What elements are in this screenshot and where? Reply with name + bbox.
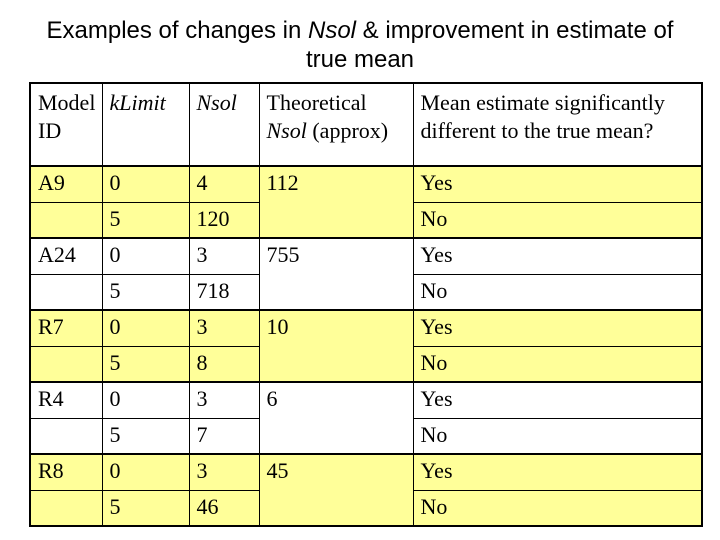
- cell-nsol: 8: [188, 345, 260, 383]
- cell-k-limit: 5: [101, 201, 190, 239]
- cell-k-limit: 5: [101, 417, 190, 455]
- cell-answer: Yes: [412, 165, 703, 203]
- cell-nsol: 3: [188, 381, 260, 419]
- cell-theoretical-nsol: 112: [258, 165, 414, 239]
- cell-k-limit: 0: [101, 309, 190, 347]
- title-text-italic-nsol: Nsol: [308, 17, 357, 44]
- cell-model-id: R8: [29, 453, 103, 491]
- cell-theoretical-nsol: 10: [258, 309, 414, 383]
- slide-title: Examples of changes in Nsol & improvemen…: [0, 16, 720, 74]
- cell-answer: No: [412, 273, 703, 311]
- cell-k-limit: 0: [101, 381, 190, 419]
- cell-nsol: 718: [188, 273, 260, 311]
- cell-nsol: 120: [188, 201, 260, 239]
- cell-theoretical-nsol: 6: [258, 381, 414, 455]
- results-table: Model ID kLimit Nsol Theoretical Nsol (a…: [29, 82, 703, 527]
- header-nsol: Nsol: [188, 82, 260, 167]
- title-text-suffix: & improvement in estimate of: [356, 17, 674, 44]
- table-row: R4 0 3 6 Yes: [29, 381, 703, 455]
- cell-nsol: 4: [188, 165, 260, 203]
- table-row: 5 718 No: [29, 273, 703, 311]
- table-row: 5 120 No: [29, 201, 703, 239]
- cell-model-id: A24: [29, 237, 103, 275]
- cell-k-limit: 5: [101, 489, 190, 527]
- header-theoretical-nsol: Theoretical Nsol (approx): [258, 82, 414, 167]
- cell-answer: Yes: [412, 381, 703, 419]
- cell-answer: No: [412, 345, 703, 383]
- cell-answer: No: [412, 489, 703, 527]
- cell-answer: Yes: [412, 237, 703, 275]
- cell-answer: No: [412, 417, 703, 455]
- table-header-row: Model ID kLimit Nsol Theoretical Nsol (a…: [29, 82, 703, 167]
- cell-nsol: 3: [188, 309, 260, 347]
- cell-model-id-empty: [29, 345, 103, 383]
- header-model-id: Model ID: [29, 82, 103, 167]
- slide-title-line1: Examples of changes in Nsol & improvemen…: [0, 16, 720, 45]
- cell-model-id-empty: [29, 201, 103, 239]
- cell-theoretical-nsol: 45: [258, 453, 414, 527]
- table-row: 5 46 No: [29, 489, 703, 527]
- title-text-prefix: Examples of changes in: [46, 17, 308, 44]
- cell-nsol: 7: [188, 417, 260, 455]
- table-row: A9 0 4 112 Yes: [29, 165, 703, 239]
- cell-nsol: 3: [188, 237, 260, 275]
- table-row: R8 0 3 45 Yes: [29, 453, 703, 527]
- cell-model-id: R7: [29, 309, 103, 347]
- cell-answer: Yes: [412, 453, 703, 491]
- cell-k-limit: 0: [101, 237, 190, 275]
- cell-model-id-empty: [29, 489, 103, 527]
- header-k-limit: kLimit: [101, 82, 190, 167]
- cell-model-id: R4: [29, 381, 103, 419]
- table-row: 5 8 No: [29, 345, 703, 383]
- cell-answer: No: [412, 201, 703, 239]
- cell-answer: Yes: [412, 309, 703, 347]
- table-row: R7 0 3 10 Yes: [29, 309, 703, 383]
- header-mean-question: Mean estimate significantly different to…: [412, 82, 703, 167]
- cell-nsol: 46: [188, 489, 260, 527]
- cell-model-id-empty: [29, 273, 103, 311]
- cell-k-limit: 5: [101, 273, 190, 311]
- cell-k-limit: 5: [101, 345, 190, 383]
- slide-title-line2: true mean: [305, 46, 415, 73]
- table-row: A24 0 3 755 Yes: [29, 237, 703, 311]
- cell-model-id: A9: [29, 165, 103, 203]
- cell-theoretical-nsol: 755: [258, 237, 414, 311]
- cell-k-limit: 0: [101, 165, 190, 203]
- cell-k-limit: 0: [101, 453, 190, 491]
- cell-model-id-empty: [29, 417, 103, 455]
- cell-nsol: 3: [188, 453, 260, 491]
